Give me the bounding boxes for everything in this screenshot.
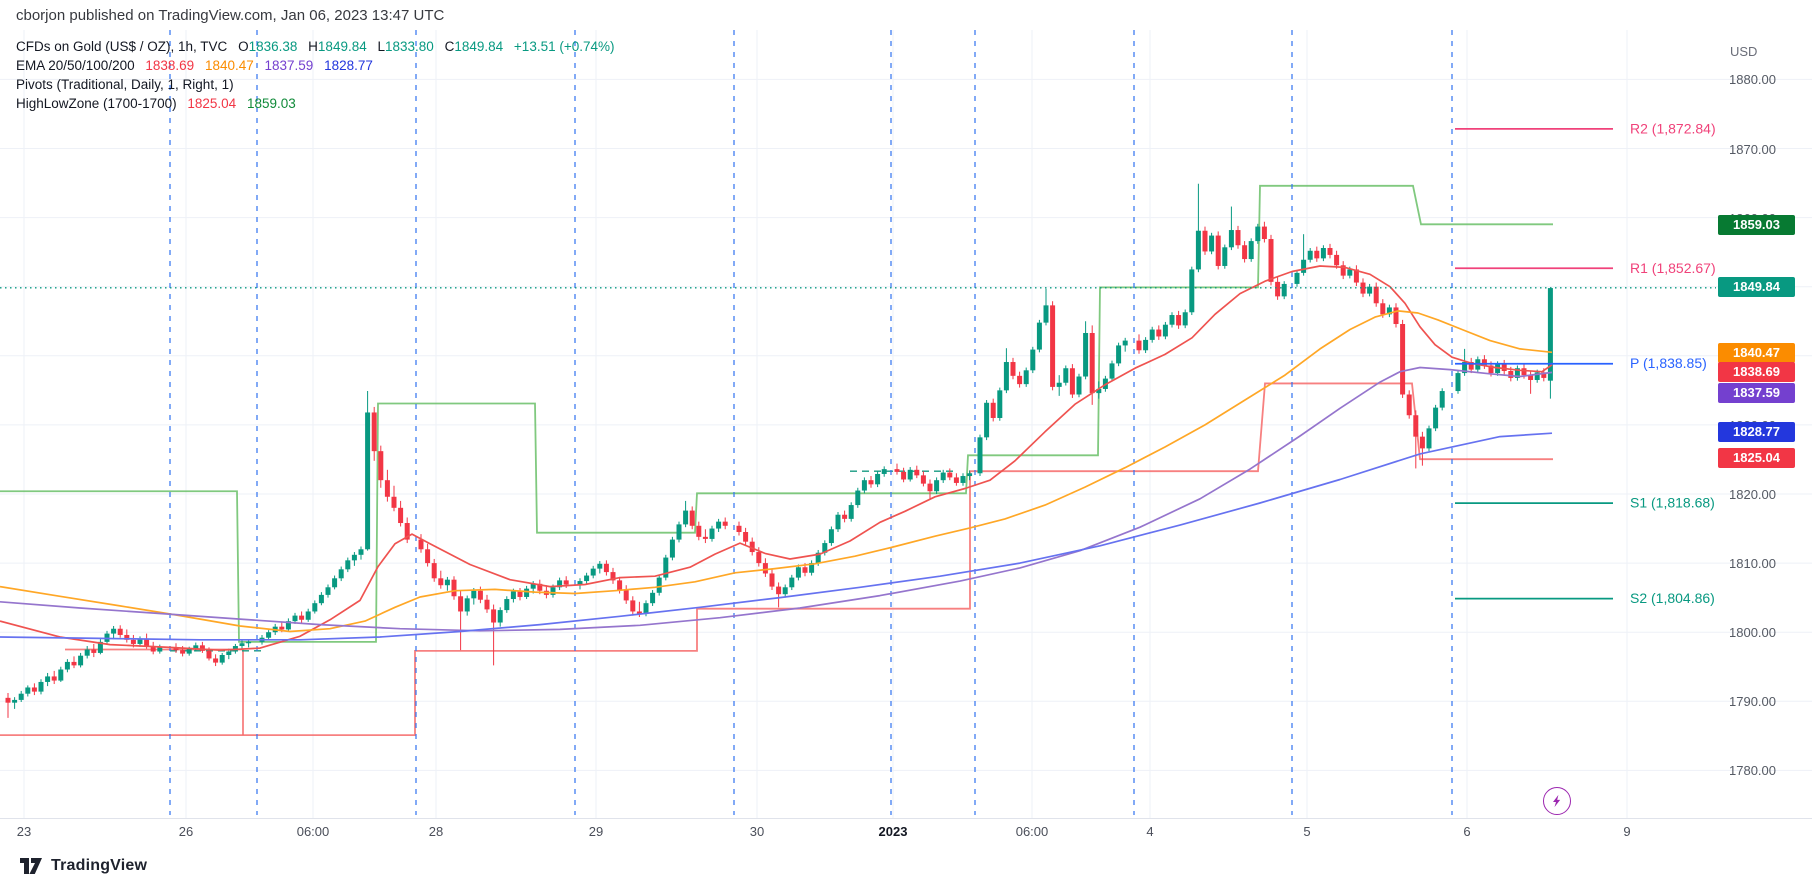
time-tick-label: 2023 xyxy=(878,824,908,839)
close-value: 1849.84 xyxy=(454,39,504,54)
price-badge: 1849.84 xyxy=(1718,277,1795,297)
low-zone xyxy=(0,382,1553,737)
price-axis-currency: USD xyxy=(1730,44,1758,59)
time-tick-label: 23 xyxy=(16,824,32,839)
candles xyxy=(5,183,1553,718)
open-value: 1836.38 xyxy=(248,39,298,54)
price-badge: 1825.04 xyxy=(1718,448,1795,468)
open-label: O xyxy=(238,39,249,54)
price-tick-label: 1820.00 xyxy=(1729,487,1776,502)
high-label: H xyxy=(308,39,318,54)
legend-symbol-row[interactable]: CFDs on Gold (US$ / OZ), 1h, TVC O1836.3… xyxy=(16,37,615,56)
change-value: +13.51 (+0.74%) xyxy=(513,39,615,54)
price-badge: 1859.03 xyxy=(1718,215,1795,235)
price-badge: 1840.47 xyxy=(1718,343,1795,363)
high-zone xyxy=(0,184,1553,643)
time-tick-label: 30 xyxy=(749,824,765,839)
low-value: 1833.80 xyxy=(385,39,434,54)
lightning-icon xyxy=(1553,794,1561,808)
time-tick-label: 29 xyxy=(588,824,604,839)
pivot-label: R1 (1,852.67) xyxy=(1630,260,1716,276)
price-tick-label: 1790.00 xyxy=(1729,694,1776,710)
pivot-label: S2 (1,804.86) xyxy=(1630,590,1715,606)
zone-label: HighLowZone (1700-1700) xyxy=(16,96,177,111)
ema100-value: 1837.59 xyxy=(264,58,314,73)
time-tick-label: 9 xyxy=(1623,824,1631,839)
ema-label: EMA 20/50/100/200 xyxy=(16,58,135,73)
symbol-title: CFDs on Gold (US$ / OZ), 1h, TVC xyxy=(16,39,228,54)
pivot-label: P (1,838.85) xyxy=(1630,355,1707,371)
price-tick-label: 1880.00 xyxy=(1729,72,1776,88)
legend-ema-row[interactable]: EMA 20/50/100/200 1838.69 1840.47 1837.5… xyxy=(16,56,615,75)
pivots-label: Pivots (Traditional, Daily, 1, Right, 1) xyxy=(16,77,234,92)
low-label: L xyxy=(377,39,386,54)
highlow-zone-lines xyxy=(0,184,1553,737)
ema-lines xyxy=(0,265,1553,652)
boost-button[interactable] xyxy=(1543,787,1571,815)
ema20-line xyxy=(0,265,1553,652)
zone-low-value: 1825.04 xyxy=(187,96,237,111)
price-badge: 1837.59 xyxy=(1718,383,1795,403)
grid-lines xyxy=(0,30,1812,818)
zone-dashed-refs xyxy=(170,470,953,652)
pivot-label: S1 (1,818.68) xyxy=(1630,495,1715,511)
price-badge: 1828.77 xyxy=(1718,422,1795,442)
price-tick-label: 1800.00 xyxy=(1729,625,1776,641)
tradingview-logo-text: TradingView xyxy=(51,857,148,874)
time-tick-label: 26 xyxy=(178,824,194,839)
ema50-line xyxy=(0,310,1553,633)
ema20-value: 1838.69 xyxy=(145,58,195,73)
ema50-value: 1840.47 xyxy=(204,58,254,73)
session-separators xyxy=(169,30,1453,815)
time-tick-label: 06:00 xyxy=(296,824,330,839)
ema100-line xyxy=(0,366,1553,632)
pivot-label: R2 (1,872.84) xyxy=(1630,120,1716,136)
legend-pivots-row[interactable]: Pivots (Traditional, Daily, 1, Right, 1) xyxy=(16,75,615,94)
time-tick-label: 28 xyxy=(428,824,444,839)
price-tick-label: 1780.00 xyxy=(1729,763,1776,779)
pivot-lines: R2 (1,872.84) R1 (1,852.67) P (1,838.85) S1… xyxy=(1455,120,1716,606)
time-tick-label: 5 xyxy=(1303,824,1311,839)
legend-zone-row[interactable]: HighLowZone (1700-1700) 1825.04 1859.03 xyxy=(16,94,615,113)
tradingview-logo[interactable]: TradingView xyxy=(18,856,147,876)
tradingview-logo-icon xyxy=(20,858,42,874)
time-axis-separator xyxy=(0,818,1812,819)
time-tick-label: 06:00 xyxy=(1015,824,1049,839)
ema200-line xyxy=(0,432,1553,641)
ema200-value: 1828.77 xyxy=(324,58,373,73)
published-header: cborjon published on TradingView.com, Ja… xyxy=(16,7,445,24)
zone-high-value: 1859.03 xyxy=(246,96,296,111)
time-tick-label: 6 xyxy=(1463,824,1471,839)
time-tick-label: 4 xyxy=(1146,824,1154,839)
price-tick-label: 1870.00 xyxy=(1729,141,1776,157)
chart-legend: CFDs on Gold (US$ / OZ), 1h, TVC O1836.3… xyxy=(16,37,615,113)
price-tick-label: 1810.00 xyxy=(1729,556,1776,572)
high-value: 1849.84 xyxy=(317,39,367,54)
close-label: C xyxy=(444,39,455,54)
price-badge: 1838.69 xyxy=(1718,362,1795,382)
